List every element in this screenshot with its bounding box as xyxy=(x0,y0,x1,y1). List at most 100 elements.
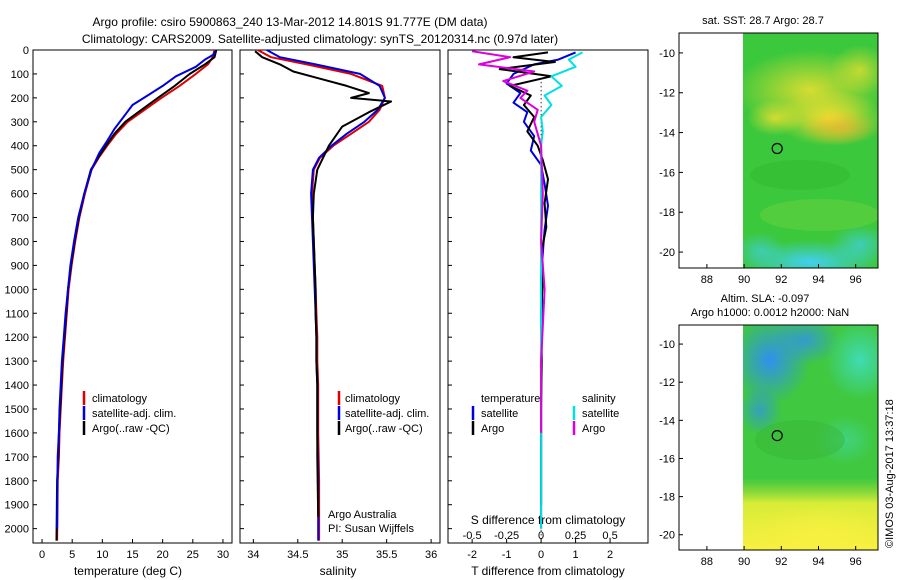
sst-heatmap xyxy=(743,33,878,268)
lat-tick-label: -14 xyxy=(659,128,675,140)
series-line-climatology xyxy=(257,49,386,541)
x-tick-label: 30 xyxy=(217,549,229,561)
s-diff-tick-label: 0.25 xyxy=(565,530,586,542)
lon-tick-label: 90 xyxy=(738,556,750,568)
legend-label-satellite-adj: satellite-adj. clim. xyxy=(92,408,176,420)
depth-tick-label: 300 xyxy=(11,117,29,129)
s-diff-tick-label: 0.5 xyxy=(602,530,617,542)
legend-label-satellite-adj: satellite-adj. clim. xyxy=(345,408,429,420)
depth-tick-label: 1600 xyxy=(5,428,29,440)
x-tick-label: 20 xyxy=(157,549,169,561)
s-diff-tick-label: -0.25 xyxy=(494,530,519,542)
depth-tick-label: 1700 xyxy=(5,452,29,464)
depth-tick-label: 2000 xyxy=(5,524,29,536)
lat-tick-label: -18 xyxy=(659,492,675,504)
sst-map-frame xyxy=(678,32,879,269)
difference-panel-frame xyxy=(447,49,649,544)
figure-title-line2: Climatology: CARS2009. Satellite-adjuste… xyxy=(82,32,558,46)
depth-tick-label: 1500 xyxy=(5,404,29,416)
sla-map-axes: 88 90 92 94 96 -10 -12 -14 -16 -18 -20 xyxy=(659,339,862,568)
s-diff-tick-label: -0.5 xyxy=(463,530,482,542)
depth-tick-label: 400 xyxy=(11,141,29,153)
salinity-series xyxy=(254,49,393,541)
sst-map-axes: 88 90 92 94 96 -10 -12 -14 -16 -18 -20 xyxy=(659,48,862,286)
lon-tick-label: 94 xyxy=(812,274,824,286)
legend-label-temp-argo: Argo xyxy=(481,423,504,435)
x-tick-label: 0 xyxy=(538,549,544,561)
legend-label-sal-satellite: satellite xyxy=(582,408,619,420)
depth-tick-label: 800 xyxy=(11,236,29,248)
x-tick-label: 1 xyxy=(573,549,579,561)
sla-map-subtitle: Argo h1000: 0.0012 h2000: NaN xyxy=(691,307,849,319)
series-line-temperature-argo xyxy=(498,51,556,505)
lon-tick-label: 92 xyxy=(775,556,787,568)
x-tick-label: 15 xyxy=(126,549,138,561)
lon-tick-label: 88 xyxy=(701,274,713,286)
lat-tick-label: -10 xyxy=(659,48,675,60)
temperature-panel-frame xyxy=(32,49,233,544)
depth-tick-label: 900 xyxy=(11,260,29,272)
depth-tick-label: 200 xyxy=(11,93,29,105)
depth-axis: 0 100 200 300 400 500 600 700 800 900 1000 1100 1200… xyxy=(5,45,452,536)
salinity-axis-label: salinity xyxy=(320,564,357,578)
lon-tick-label: 94 xyxy=(812,556,824,568)
depth-tick-label: 1900 xyxy=(5,500,29,512)
difference-x-axis: -2 -1 0 1 2 -0.5 -0.25 0 0.25 0.5 xyxy=(463,530,618,561)
x-tick-label: 2 xyxy=(607,549,613,561)
temperature-axis-label: temperature (deg C) xyxy=(74,564,182,578)
legend-label-argo: Argo(..raw -QC) xyxy=(345,423,423,435)
imos-watermark: ©IMOS 03-Aug-2017 13:37:18 xyxy=(884,399,896,548)
lon-tick-label: 88 xyxy=(701,556,713,568)
temperature-series xyxy=(55,49,218,541)
lat-tick-label: -16 xyxy=(659,167,675,179)
difference-legend: temperature satellite Argo salinity sate… xyxy=(471,393,619,435)
lat-tick-label: -20 xyxy=(659,247,675,259)
sla-heatmap xyxy=(743,325,878,550)
salinity-legend: climatology satellite-adj. clim. Argo(..… xyxy=(337,391,429,435)
series-line-salinity-satellite xyxy=(540,51,583,529)
x-tick-label: 5 xyxy=(69,549,75,561)
legend-label-climatology: climatology xyxy=(92,393,148,405)
sla-argo-location-marker xyxy=(771,429,783,442)
lat-tick-label: -18 xyxy=(659,207,675,219)
series-line-argo-raw-qc- xyxy=(56,50,216,529)
series-line-argo-raw-qc- xyxy=(254,50,393,517)
t-difference-axis-label: T difference from climatology xyxy=(471,564,625,578)
lon-tick-label: 92 xyxy=(775,274,787,286)
credit-pi: PI: Susan Wijffels xyxy=(328,523,414,535)
sla-map-frame xyxy=(678,324,879,551)
temperature-legend: climatology satellite-adj. clim. Argo(..… xyxy=(82,391,176,435)
salinity-panel-frame xyxy=(239,49,441,544)
depth-tick-label: 0 xyxy=(23,45,29,57)
depth-tick-label: 1000 xyxy=(5,284,29,296)
x-tick-label: 25 xyxy=(187,549,199,561)
sst-argo-location-marker xyxy=(771,142,783,155)
depth-tick-label: 700 xyxy=(11,213,29,225)
lon-tick-label: 90 xyxy=(738,274,750,286)
lat-tick-label: -10 xyxy=(659,339,675,351)
x-tick-label: 10 xyxy=(96,549,108,561)
series-line-satellite-adj-clim- xyxy=(55,49,218,541)
legend-label-sal-argo: Argo xyxy=(582,423,605,435)
lon-tick-label: 96 xyxy=(850,556,862,568)
sla-map-title: Altim. SLA: -0.097 xyxy=(721,293,810,305)
legend-label-climatology: climatology xyxy=(345,393,401,405)
depth-tick-label: 1100 xyxy=(5,308,29,320)
series-line-salinity-argo xyxy=(471,50,546,433)
x-tick-label: 35.5 xyxy=(376,549,397,561)
s-diff-tick-label: 0 xyxy=(538,530,544,542)
x-tick-label: 36 xyxy=(425,549,437,561)
lon-tick-label: 96 xyxy=(850,274,862,286)
depth-tick-label: 500 xyxy=(11,165,29,177)
depth-tick-label: 1300 xyxy=(5,356,29,368)
series-line-climatology xyxy=(56,49,216,541)
figure-title-line1: Argo profile: csiro 5900863_240 13-Mar-2… xyxy=(93,15,488,29)
depth-tick-label: 100 xyxy=(11,69,29,81)
depth-tick-label: 1800 xyxy=(5,476,29,488)
legend-label-argo: Argo(..raw -QC) xyxy=(92,423,170,435)
x-tick-label: 35 xyxy=(336,549,348,561)
legend-heading-temperature: temperature xyxy=(481,393,540,405)
lat-tick-label: -16 xyxy=(659,453,675,465)
